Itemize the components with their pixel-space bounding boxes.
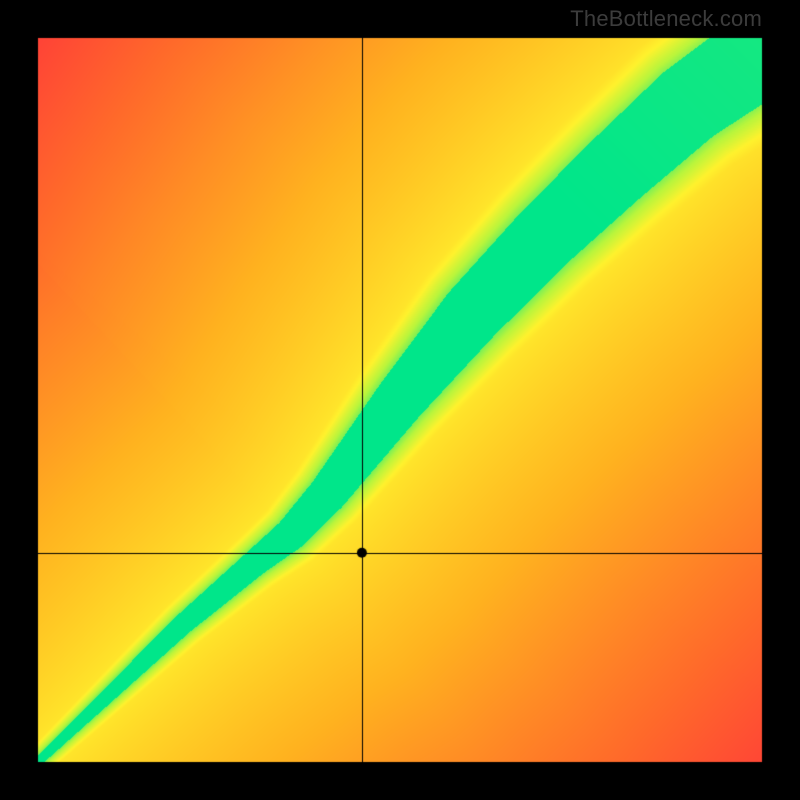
bottleneck-heatmap	[0, 0, 800, 800]
watermark-text: TheBottleneck.com	[570, 6, 762, 32]
chart-container: TheBottleneck.com	[0, 0, 800, 800]
